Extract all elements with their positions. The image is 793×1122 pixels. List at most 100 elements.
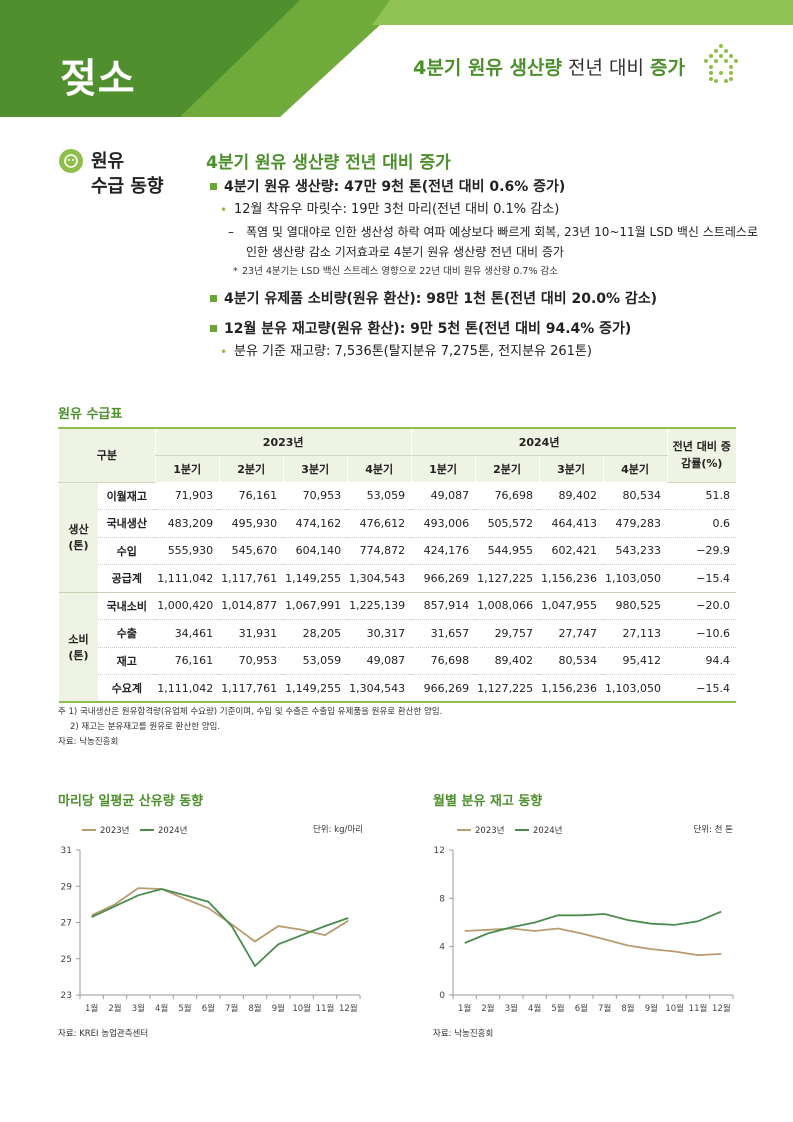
bullet-production: 4분기 원유 생산량: 47만 9천 톤(전년 대비 0.6% 증가): [206, 176, 766, 200]
y-tick-label: 23: [61, 991, 72, 1001]
table-cell: 27,747: [539, 619, 604, 648]
legend-label: 2024년: [533, 825, 562, 836]
table-cell: 1,149,255: [283, 674, 348, 703]
table-cell: 1,117,761: [219, 674, 284, 703]
table-cell: 464,413: [539, 509, 604, 538]
x-tick-label: 10월: [292, 1003, 311, 1014]
table-row: 수출 34,461 31,931 28,205 30,317 31,657 29,757 27…: [59, 619, 736, 648]
table-cell: 1,156,236: [539, 564, 604, 593]
table-cell: 1,103,050: [603, 564, 668, 593]
table-cell: 966,269: [411, 674, 476, 703]
table-cell: 857,914: [411, 592, 476, 620]
unit-label: 단위: kg/마리: [313, 824, 363, 835]
chart-milk-yield-source: 자료: KREI 농업관측센터: [58, 1029, 149, 1039]
table-cell: 493,006: [411, 509, 476, 538]
table-cell: 49,087: [411, 482, 476, 510]
table-cell: 544,955: [475, 537, 540, 565]
table-cell: 27,113: [603, 619, 668, 648]
table-cell: 545,670: [219, 537, 284, 565]
table-cell: 80,534: [603, 482, 668, 510]
table-cell: 76,698: [475, 482, 540, 510]
table-cell: 1,304,543: [347, 564, 412, 593]
x-tick-label: 5월: [551, 1003, 564, 1014]
table-cell: 1,014,877: [219, 592, 284, 620]
chart-powder-stock-source: 자료: 낙농진흥회: [433, 1029, 494, 1039]
col-header-group: 구분: [58, 428, 156, 483]
change-cell: 94.4: [667, 647, 736, 675]
table-cell: 80,534: [539, 647, 604, 675]
table-cell: 966,269: [411, 564, 476, 593]
table-cell: 30,317: [347, 619, 412, 648]
series-line-2023년: [464, 927, 722, 957]
table-cell: 53,059: [347, 482, 412, 510]
row-label: 재고: [98, 647, 156, 675]
table-cell: 483,209: [155, 509, 220, 538]
col-header-quarter: 1분기: [410, 455, 476, 482]
y-tick-label: 31: [61, 846, 72, 856]
table-cell: 53,059: [283, 647, 348, 675]
series-line-2024년: [464, 910, 722, 944]
y-tick-label: 29: [61, 882, 73, 892]
table-cell: 505,572: [475, 509, 540, 538]
table-cell: 1,008,066: [475, 592, 540, 620]
table-cell: 31,657: [411, 619, 476, 648]
y-tick-label: 0: [439, 991, 445, 1001]
x-tick-label: 2월: [108, 1003, 121, 1014]
table-row: 수요계 1,111,042 1,117,761 1,149,255 1,304,543 9…: [59, 674, 736, 703]
section-title: 원유 수급 동향: [91, 151, 164, 197]
table-cell: 1,067,991: [283, 592, 348, 620]
legend-label: 2023년: [475, 825, 504, 836]
x-tick-label: 1월: [85, 1003, 98, 1014]
table-cell: 70,953: [219, 647, 284, 675]
table-cell: 49,087: [347, 647, 412, 675]
row-label: 수입: [98, 537, 156, 565]
table-cell: 1,149,255: [283, 564, 348, 593]
table-cell: 71,903: [155, 482, 220, 510]
chart-powder-stock: 2023년 2024년 단위: 천 톤 0 4 8 12 1월 2월 3월 4월 5월 6월 7월 8월 9월…: [434, 824, 734, 1014]
table-cell: 474,162: [283, 509, 348, 538]
x-tick-label: 11월: [689, 1003, 708, 1014]
change-cell: 0.6: [667, 509, 736, 538]
row-label: 국내소비: [98, 592, 156, 620]
x-tick-label: 4월: [528, 1003, 541, 1014]
x-tick-label: 1월: [458, 1003, 471, 1014]
table-cell: 76,161: [219, 482, 284, 510]
x-tick-label: 3월: [132, 1003, 145, 1014]
bullet-consumption: 4분기 유제품 소비량(원유 환산): 98만 1천 톤(전년 대비 20.0%…: [206, 288, 766, 312]
y-tick-label: 4: [439, 943, 445, 953]
row-label: 공급계: [98, 564, 156, 593]
table-cell: 1,111,042: [155, 564, 220, 593]
col-header-quarter: 2분기: [218, 455, 284, 482]
table-cell: 1,111,042: [155, 674, 220, 703]
table-cell: 1,000,420: [155, 592, 220, 620]
bullet-powder-inventory: 분유 기준 재고량: 7,536톤(탈지분유 7,275톤, 전지분유 261톤…: [206, 342, 766, 364]
x-tick-label: 2월: [481, 1003, 494, 1014]
bullet-cow-count: 12월 착유우 마릿수: 19만 3천 마리(전년 대비 0.1% 감소): [206, 200, 766, 222]
summary-block: 4분기 원유 생산량 전년 대비 증가 4분기 원유 생산량: 47만 9천 톤…: [206, 148, 766, 364]
table-cell: 1,156,236: [539, 674, 604, 703]
table-title: 원유 수급표: [58, 407, 123, 422]
col-header-quarter: 2분기: [474, 455, 540, 482]
series-line-2023년: [91, 887, 349, 943]
chart-powder-stock-title: 월별 분유 재고 동향: [433, 794, 543, 809]
x-tick-label: 12월: [712, 1003, 731, 1014]
table-cell: 29,757: [475, 619, 540, 648]
table-cell: 95,412: [603, 647, 668, 675]
section-icon: [59, 149, 83, 173]
x-tick-label: 10월: [665, 1003, 684, 1014]
table-cell: 1,304,543: [347, 674, 412, 703]
change-cell: −10.6: [667, 619, 736, 648]
change-cell: 51.8: [667, 482, 736, 510]
table-cell: 774,872: [347, 537, 412, 565]
table-cell: 89,402: [475, 647, 540, 675]
table-cell: 70,953: [283, 482, 348, 510]
table-cell: 1,117,761: [219, 564, 284, 593]
y-tick-label: 12: [434, 846, 445, 856]
table-cell: 479,283: [603, 509, 668, 538]
summary-heading: 4분기 원유 생산량 전년 대비 증가: [206, 153, 451, 173]
row-group-label: 소비 (톤): [58, 592, 99, 703]
legend-label: 2023년: [100, 825, 129, 836]
y-tick-label: 8: [439, 894, 445, 904]
category-tag: 젖소: [60, 56, 136, 102]
bullet-production-detail: 폭염 및 열대야로 인한 생산성 하락 여파 예상보다 빠르게 회복, 23년 …: [206, 222, 766, 262]
